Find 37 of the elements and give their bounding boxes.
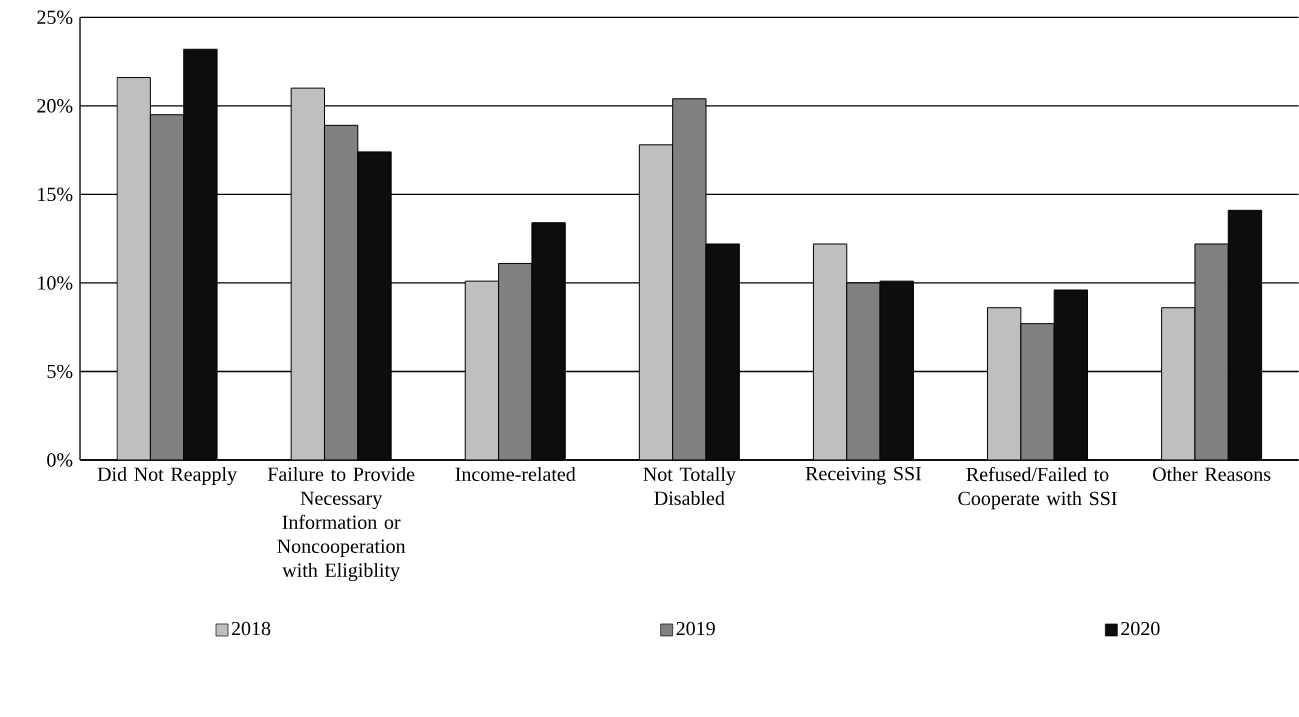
x-tick-label: Receiving SSI [805, 466, 922, 485]
y-tick-label: 25% [37, 10, 73, 25]
x-tick-label: Failure to Provide Necessary Information or Noncooperation with Eligiblity [267, 466, 415, 582]
bar [1053, 289, 1089, 460]
legend-label: 2019 [676, 621, 715, 636]
x-tick-label: Other Reasons [1153, 466, 1271, 481]
bar [846, 282, 881, 460]
x-tick-label: Did Not Reapply [97, 466, 237, 486]
bar [357, 151, 392, 460]
bar [531, 222, 566, 460]
x-tick-label: Refused/Failed to Cooperate with SSI [958, 466, 1117, 510]
y-tick-label: 0% [47, 453, 73, 467]
bar [498, 262, 533, 460]
bar [183, 48, 218, 460]
bar [116, 77, 151, 460]
bar [290, 87, 325, 460]
bar [323, 124, 359, 460]
bar [705, 243, 740, 460]
bar [812, 243, 848, 460]
y-tick-label: 10% [38, 276, 73, 290]
y-tick-label: 20% [37, 99, 73, 113]
bar [1161, 307, 1196, 460]
y-tick-label: 15% [38, 187, 73, 202]
bar [1194, 243, 1229, 460]
bar [149, 114, 185, 460]
legend-label: 2020 [1121, 621, 1160, 636]
bar [987, 307, 1022, 460]
bar [1020, 323, 1055, 460]
legend-label: 2018 [231, 621, 271, 636]
x-tick-label: Income-related [455, 466, 576, 481]
bar [1227, 209, 1263, 460]
bar [879, 280, 914, 460]
bar [464, 280, 500, 460]
bar [672, 98, 707, 460]
x-tick-label: Not Totally Disabled [643, 466, 736, 505]
bar [638, 144, 674, 460]
y-tick-label: 5% [47, 364, 73, 379]
